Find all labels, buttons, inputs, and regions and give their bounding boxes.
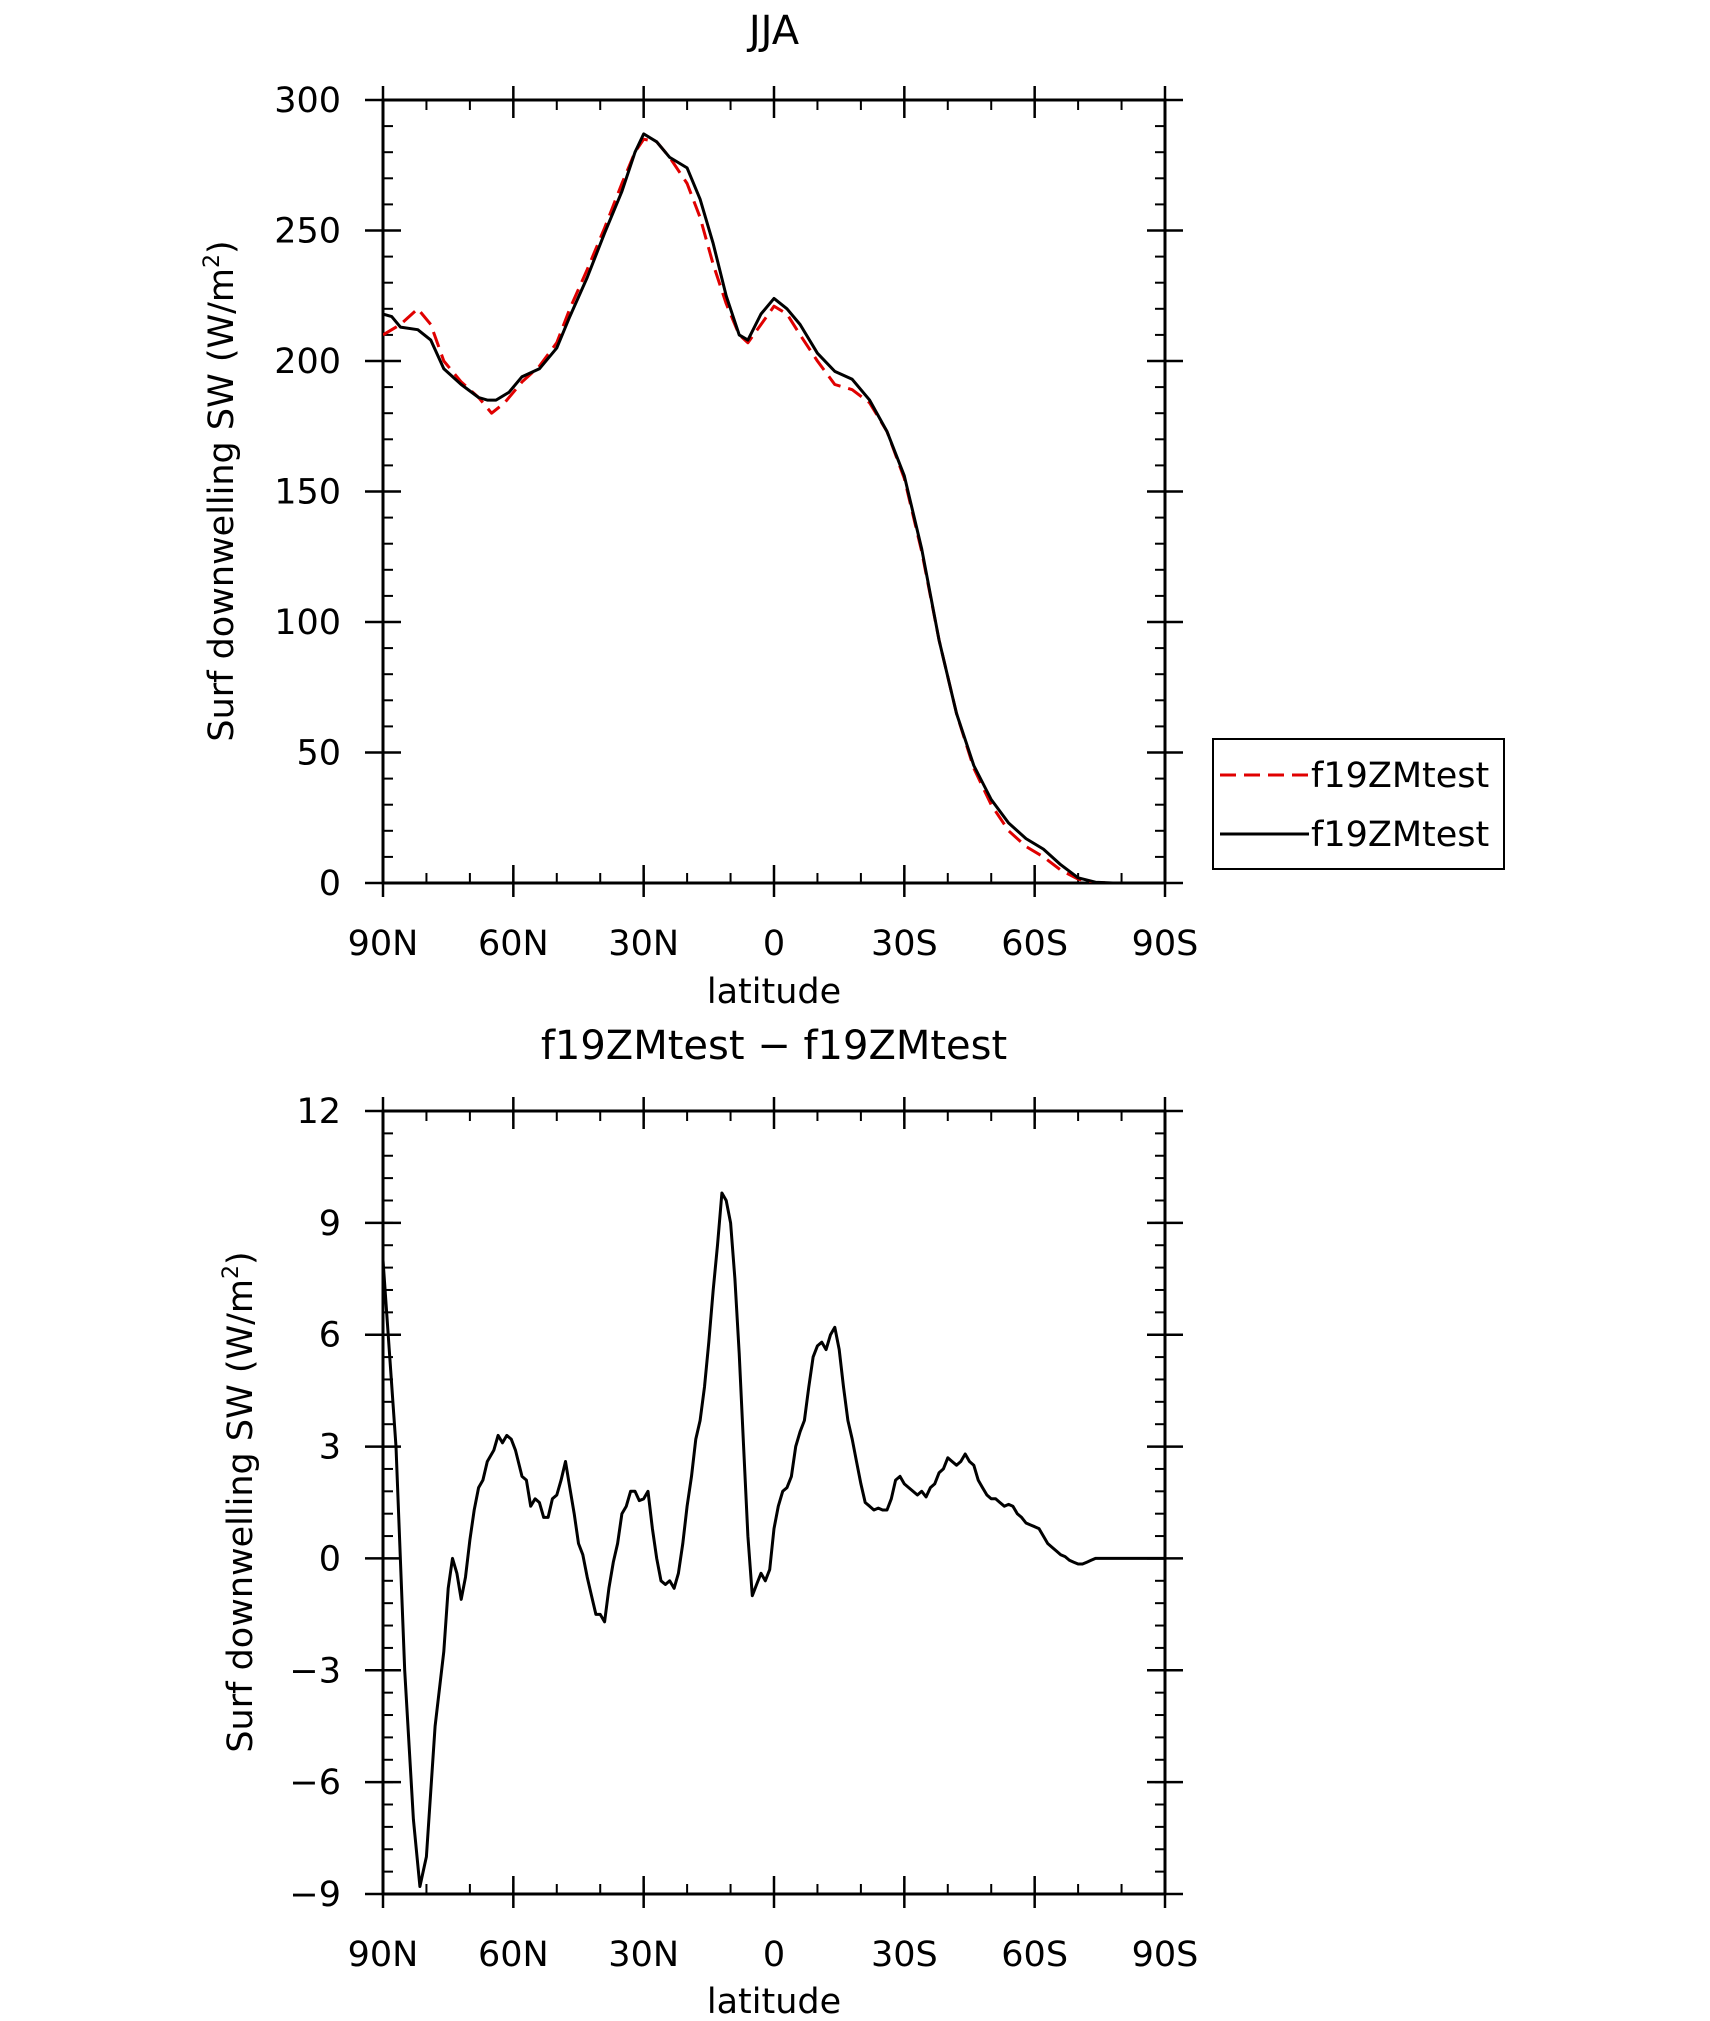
y-tick-label: 0 bbox=[319, 864, 341, 904]
y-tick-label: 150 bbox=[274, 473, 341, 513]
x-axis-label: latitude bbox=[707, 972, 841, 1012]
legend: f19ZMtest f19ZMtest bbox=[1212, 738, 1505, 870]
x-tick-label: 30S bbox=[871, 924, 938, 964]
plot-frame bbox=[381, 1109, 1167, 1896]
plot-frame bbox=[381, 98, 1167, 885]
y-tick-label: −6 bbox=[289, 1763, 341, 1803]
x-tick-label: 30N bbox=[608, 924, 679, 964]
series-line-control-1 bbox=[383, 137, 1165, 883]
y-axis-label-close: ) bbox=[202, 240, 242, 254]
y-axis-label: Surf downwelling SW (W/m2) bbox=[200, 240, 242, 741]
y-tick-label: −9 bbox=[289, 1875, 341, 1915]
x-tick-label: 30S bbox=[871, 1935, 938, 1975]
chart-title: f19ZMtest − f19ZMtest bbox=[541, 1023, 1007, 1069]
series-line-test-2 bbox=[383, 132, 1165, 883]
y-tick-label: 3 bbox=[319, 1428, 341, 1468]
x-tick-label: 90N bbox=[348, 924, 419, 964]
y-tick-label: 100 bbox=[274, 603, 341, 643]
legend-label-1: f19ZMtest bbox=[1311, 756, 1489, 796]
y-tick-label: 9 bbox=[319, 1204, 341, 1244]
y-axis-label-close: ) bbox=[221, 1251, 261, 1265]
y-axis-label-text: Surf downwelling SW (W/m bbox=[202, 268, 242, 742]
y-tick-label: 0 bbox=[319, 1539, 341, 1579]
x-tick-label: 90S bbox=[1132, 924, 1199, 964]
x-tick-label: 60S bbox=[1001, 924, 1068, 964]
x-tick-label: 90S bbox=[1132, 1935, 1199, 1975]
y-tick-label: 50 bbox=[296, 734, 341, 774]
x-axis-label: latitude bbox=[707, 1982, 841, 2021]
x-tick-label: 90N bbox=[348, 1935, 419, 1975]
y-axis-label: Surf downwelling SW (W/m2) bbox=[219, 1251, 261, 1752]
x-tick-label: 60N bbox=[478, 924, 549, 964]
x-tick-label: 60N bbox=[478, 1935, 549, 1975]
x-tick-label: 30N bbox=[608, 1935, 679, 1975]
chart-panel-1: JJA 90N 60N 30N 0 30S 60S 90S 0 50 100 150 200 250 300… bbox=[200, 8, 1505, 1012]
x-tick-label: 0 bbox=[763, 924, 785, 964]
y-tick-label: 300 bbox=[274, 81, 341, 121]
x-tick-label: 60S bbox=[1001, 1935, 1068, 1975]
y-axis-label-superscript: 2 bbox=[219, 1265, 244, 1279]
x-tick-label: 0 bbox=[763, 1935, 785, 1975]
y-tick-label: 200 bbox=[274, 342, 341, 382]
y-tick-label: 250 bbox=[274, 212, 341, 252]
y-axis-label-superscript: 2 bbox=[200, 254, 225, 268]
y-tick-label: 6 bbox=[319, 1316, 341, 1356]
legend-label-2: f19ZMtest bbox=[1311, 815, 1489, 855]
chart-title: JJA bbox=[746, 8, 800, 54]
series-line-test-1 bbox=[383, 1191, 1165, 1888]
y-axis-label-text: Surf downwelling SW (W/m bbox=[221, 1279, 261, 1753]
y-tick-label: −3 bbox=[289, 1651, 341, 1691]
y-tick-label: 12 bbox=[296, 1092, 341, 1132]
legend-box bbox=[1212, 738, 1505, 870]
